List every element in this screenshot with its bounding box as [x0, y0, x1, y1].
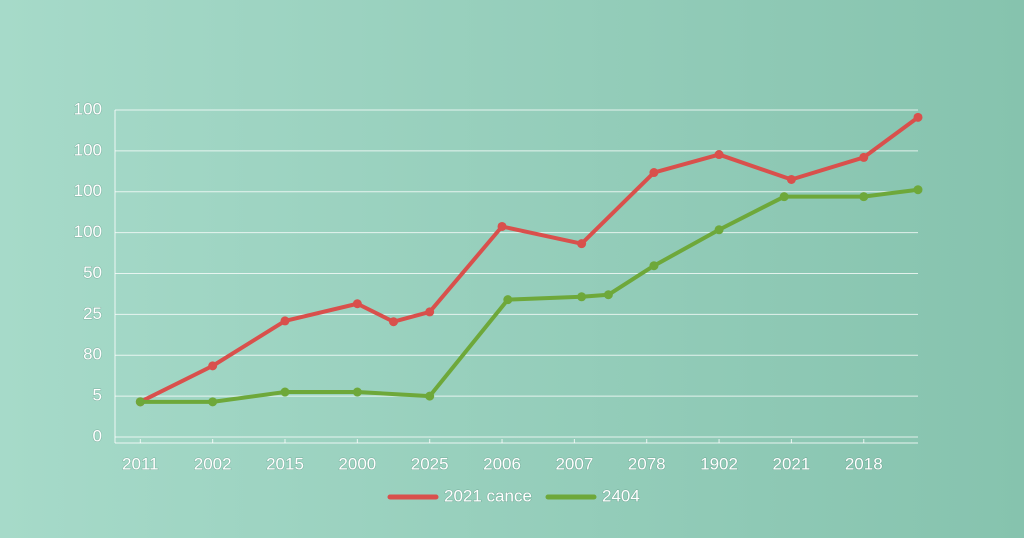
legend-label: 2404: [602, 486, 640, 505]
y-tick-label: 100: [74, 222, 102, 241]
data-point: [913, 185, 923, 195]
data-point: [280, 316, 290, 326]
data-point: [714, 225, 724, 235]
x-tick-label: 1902: [700, 454, 738, 473]
data-point: [859, 192, 869, 202]
data-point: [208, 397, 218, 407]
y-tick-label: 100: [74, 140, 102, 159]
x-tick-label: 2000: [338, 454, 376, 473]
data-point: [352, 387, 362, 397]
y-tick-label: 100: [74, 181, 102, 200]
legend-label: 2021 cance: [444, 486, 532, 505]
data-point: [649, 168, 659, 178]
data-point: [497, 221, 507, 231]
data-point: [389, 317, 399, 327]
x-tick-label: 2007: [555, 454, 593, 473]
data-point: [577, 292, 587, 302]
y-tick-label: 80: [83, 345, 102, 364]
data-point: [577, 239, 587, 249]
data-point: [280, 387, 290, 397]
y-tick-label: 0: [93, 426, 102, 445]
y-tick-label: 100: [74, 99, 102, 118]
data-point: [208, 361, 218, 371]
y-tick-label: 5: [93, 386, 102, 405]
data-point: [352, 299, 362, 309]
x-tick-label: 2018: [845, 454, 883, 473]
x-tick-label: 2011: [122, 454, 159, 473]
data-point: [913, 112, 923, 122]
y-tick-label: 25: [83, 304, 102, 323]
x-tick-label: 2021: [772, 454, 810, 473]
data-point: [714, 150, 724, 160]
data-point: [779, 192, 789, 202]
data-point: [603, 290, 613, 300]
data-point: [135, 397, 145, 407]
data-point: [859, 152, 869, 162]
x-tick-label: 2006: [483, 454, 521, 473]
x-tick-label: 2025: [411, 454, 449, 473]
x-tick-label: 2015: [266, 454, 304, 473]
data-point: [786, 174, 796, 184]
x-tick-label: 2078: [628, 454, 666, 473]
data-point: [649, 261, 659, 271]
data-point: [503, 295, 513, 305]
data-point: [425, 391, 435, 401]
y-tick-label: 50: [83, 263, 102, 282]
data-point: [425, 307, 435, 317]
x-tick-label: 2002: [194, 454, 232, 473]
